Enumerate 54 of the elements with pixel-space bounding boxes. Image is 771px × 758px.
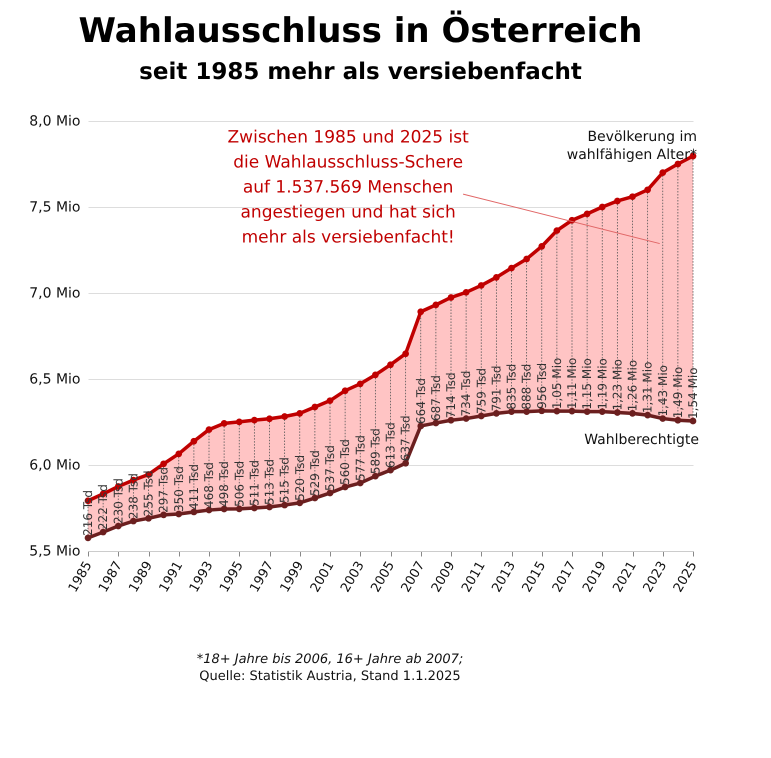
annotation: 511 Tsd	[247, 460, 262, 506]
annotation: 956 Tsd	[534, 362, 549, 409]
annotation: 411 Tsd	[186, 464, 201, 510]
annotation: 759 Tsd	[474, 368, 488, 414]
annotation: 468 Tsd	[202, 462, 216, 508]
annotation: 238 Tsd	[126, 473, 140, 520]
annotation: 1,19 Mio	[595, 358, 610, 410]
annotation: 1,54 Mio	[686, 367, 700, 419]
annotation: 791 Tsd	[489, 365, 504, 412]
annotation: 520 Tsd	[292, 454, 307, 501]
series-label: Wahlberechtigte	[584, 432, 699, 448]
annotation: 687 Tsd	[428, 375, 443, 422]
annotation: 734 Tsd	[459, 370, 474, 417]
annotation: 714 Tsd	[444, 372, 458, 418]
annotation: 888 Tsd	[520, 364, 534, 410]
annotation: 513 Tsd	[262, 459, 276, 505]
annotation: 216 Tsd	[81, 490, 95, 536]
y-tick-label: 5,5 Mio	[29, 544, 80, 560]
text: *18+ Jahre bis 2006, 16+ Jahre ab 2007;	[196, 652, 464, 667]
annotation: 1,43 Mio	[656, 364, 670, 417]
annotation: 255 Tsd	[142, 470, 156, 516]
annotation: 589 Tsd	[368, 428, 382, 474]
annotation: 1,05 Mio	[550, 358, 564, 410]
annotation: 498 Tsd	[217, 461, 232, 508]
annotation: 230 Tsd	[111, 478, 126, 524]
annotation: 222 Tsd	[96, 484, 110, 530]
chart-subtitle: seit 1985 mehr als versiebenfacht	[139, 59, 582, 85]
annotation: 577 Tsd	[353, 435, 368, 482]
source-note: Quelle: Statistik Austria, Stand 1.1.2025	[198, 669, 462, 684]
annotation: 1,49 Mio	[670, 366, 685, 418]
y-tick-label: 6,0 Mio	[29, 458, 80, 474]
y-tick-label: 8,0 Mio	[29, 114, 80, 130]
annotation: 1,26 Mio	[626, 360, 640, 412]
annotation: 506 Tsd	[232, 460, 246, 507]
annotation: 537 Tsd	[323, 445, 337, 492]
annotation: 835 Tsd	[504, 364, 518, 410]
annotation: Zwischen 1985 und 2025 ist die Wahlausschluss-Schere auf 1.537.569 Menschen angestiegen und hat sich mehr als versiebenfacht!	[228, 128, 470, 248]
annotation: 560 Tsd	[338, 439, 352, 486]
annotation: 1,11 Mio	[565, 358, 579, 410]
y-tick-label: 7,0 Mio	[29, 286, 80, 302]
annotation: 664 Tsd	[414, 378, 428, 424]
series-label: Bevölkerung im wahlfähigen Alter*	[566, 129, 697, 164]
annotation: 1,31 Mio	[640, 362, 655, 414]
annotation: 637 Tsd	[398, 415, 413, 462]
annotation: 515 Tsd	[278, 457, 292, 504]
annotation: 297 Tsd	[156, 466, 171, 513]
annotation: 613 Tsd	[384, 422, 398, 468]
y-tick-label: 6,5 Mio	[29, 372, 80, 388]
annotation: 1,15 Mio	[580, 358, 594, 410]
annotation: 1,23 Mio	[610, 358, 624, 411]
annotation: 350 Tsd	[172, 466, 186, 512]
y-tick-label: 7,5 Mio	[29, 200, 80, 216]
chart-title: Wahlausschluss in Österreich	[78, 10, 643, 51]
annotation: 529 Tsd	[308, 450, 322, 496]
